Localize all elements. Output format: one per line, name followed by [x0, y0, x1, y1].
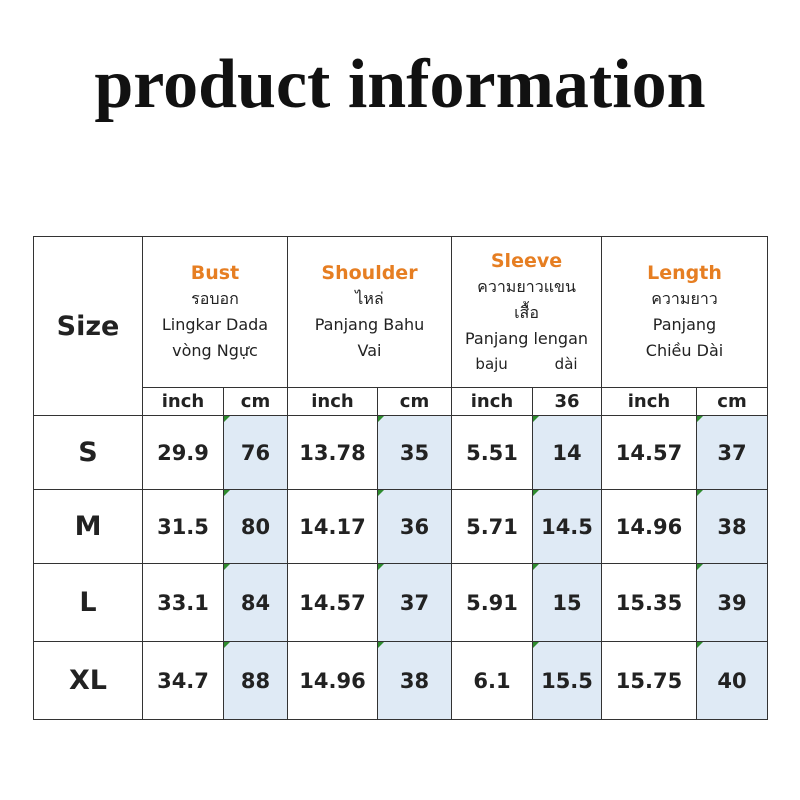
group-split-line: baju dài — [452, 352, 601, 376]
size: M — [33, 489, 143, 564]
size-row: XL 34.7 88 14.96 38 6.1 15.5 15.75 40 — [33, 641, 768, 720]
unit-row: inch cm inch cm inch 36 inch cm — [34, 387, 768, 416]
unit: inch — [142, 387, 224, 416]
size: XL — [33, 641, 143, 720]
measurement: 14.57 — [601, 415, 697, 490]
group-line: Panjang Bahu — [314, 315, 425, 334]
group-name: Length — [647, 262, 722, 284]
measurement: 80 — [223, 489, 288, 564]
measurement: 38 — [377, 641, 452, 720]
unit: inch — [287, 387, 378, 416]
measurement: 5.51 — [451, 415, 533, 490]
measurement: 15 — [532, 563, 602, 642]
size: L — [33, 563, 143, 642]
size: S — [33, 415, 143, 490]
group-line: Vai — [357, 341, 382, 360]
measurement: 14.96 — [601, 489, 697, 564]
group-header: Sleeve ความยาวแขนเสื้อ Panjang lengan baju d… — [451, 236, 602, 388]
group-line: เสื้อ — [514, 303, 539, 322]
measurement: 15.5 — [532, 641, 602, 720]
header-row: Size Bust รอบอก Lingkar Dada vòng Ngực Should… — [33, 236, 768, 416]
measurement: 6.1 — [451, 641, 533, 720]
measurement: 37 — [377, 563, 452, 642]
measurement: 33.1 — [142, 563, 224, 642]
unit: cm — [377, 387, 452, 416]
group-line: ความยาว — [651, 289, 718, 308]
unit: 36 — [532, 387, 602, 416]
measurement: 36 — [377, 489, 452, 564]
group-line-part: dài — [554, 355, 578, 373]
measurement: 5.91 — [451, 563, 533, 642]
measurement: 40 — [696, 641, 768, 720]
measurement: 14.96 — [287, 641, 378, 720]
measurement: 84 — [223, 563, 288, 642]
group-line-part: baju — [475, 355, 508, 373]
measurement: 14.17 — [287, 489, 378, 564]
group-line: Lingkar Dada — [161, 315, 269, 334]
measurement: 14 — [532, 415, 602, 490]
size-row: L 33.1 84 14.57 37 5.91 15 15.35 39 — [33, 563, 768, 642]
group-line: ความยาวแขน — [477, 277, 576, 296]
group-line: vòng Ngực — [172, 341, 258, 360]
measurement: 5.71 — [451, 489, 533, 564]
group-header: Bust รอบอก Lingkar Dada vòng Ngực — [142, 236, 288, 388]
group-name: Bust — [190, 262, 240, 284]
size-row: M 31.5 80 14.17 36 5.71 14.5 14.96 38 — [33, 489, 768, 564]
group-header: Length ความยาว Panjang Chiều Dài — [601, 236, 768, 388]
measurement: 13.78 — [287, 415, 378, 490]
measurement: 76 — [223, 415, 288, 490]
group-name: Sleeve — [490, 250, 563, 272]
measurement: 35 — [377, 415, 452, 490]
measurement: 31.5 — [142, 489, 224, 564]
measurement: 14.5 — [532, 489, 602, 564]
size-row: S 29.9 76 13.78 35 5.51 14 14.57 37 — [33, 415, 768, 490]
measurement: 15.35 — [601, 563, 697, 642]
unit: cm — [223, 387, 288, 416]
measurement: 34.7 — [142, 641, 224, 720]
group-line: Panjang — [652, 315, 717, 334]
measurement: 14.57 — [287, 563, 378, 642]
measurement: 88 — [223, 641, 288, 720]
measurement: 15.75 — [601, 641, 697, 720]
unit: inch — [451, 387, 533, 416]
measurement: 29.9 — [142, 415, 224, 490]
size-table: Size Bust รอบอก Lingkar Dada vòng Ngực Should… — [33, 236, 768, 720]
unit: cm — [696, 387, 768, 416]
group-name: Shoulder — [321, 262, 418, 284]
title: product information — [94, 46, 706, 123]
unit: inch — [601, 387, 697, 416]
size-header: Size — [33, 236, 143, 416]
measurement: 38 — [696, 489, 768, 564]
group-line: ไหล่ — [355, 289, 384, 308]
group-line: Panjang lengan — [464, 329, 589, 348]
measurement: 37 — [696, 415, 768, 490]
group-line: รอบอก — [191, 289, 239, 308]
group-header: Shoulder ไหล่ Panjang Bahu Vai — [287, 236, 452, 388]
group-line: Chiều Dài — [645, 341, 724, 360]
measurement: 39 — [696, 563, 768, 642]
